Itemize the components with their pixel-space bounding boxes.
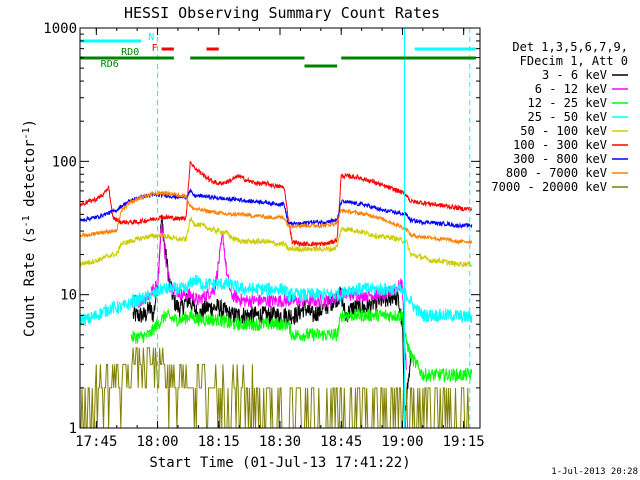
x-tick-label-1: 18:00	[136, 434, 178, 450]
legend-label-1: 6 - 12 keV	[535, 82, 607, 96]
series-trace-5	[80, 160, 473, 248]
y-tick-label-2: 100	[52, 154, 77, 170]
series-trace-2	[130, 308, 473, 384]
reference-lines	[157, 28, 471, 428]
x-axis-label: Start Time (01-Jul-13 17:41:22)	[149, 455, 410, 471]
generation-timestamp: 1-Jul-2013 20:28	[551, 467, 638, 477]
x-tick-label-4: 18:45	[320, 434, 362, 450]
legend-label-2: 12 - 25 keV	[528, 96, 607, 110]
legend-header-0: Det 1,3,5,6,7,9,	[512, 40, 628, 54]
series-layer	[80, 160, 473, 428]
legend-header-1: FDecim 1, Att 0	[520, 54, 628, 68]
legend: Det 1,3,5,6,7,9,FDecim 1, Att 03 - 6 keV…	[491, 40, 628, 194]
y-tick-label-3: 1000	[43, 21, 77, 37]
legend-label-8: 7000 - 20000 keV	[491, 180, 607, 194]
legend-label-7: 800 - 7000 keV	[506, 166, 607, 180]
x-tick-label-5: 19:00	[381, 434, 423, 450]
series-trace-3	[80, 274, 473, 327]
x-tick-label-0: 17:45	[75, 434, 117, 450]
flag-label-3: RD0	[121, 47, 139, 58]
flag-label-2: F	[152, 43, 158, 54]
flag-label-4: RD6	[101, 59, 119, 70]
y-tick-label-0: 1	[69, 421, 77, 437]
x-tick-label-6: 19:15	[443, 434, 485, 450]
plot-frame	[79, 27, 481, 429]
y-axis-label-part3: )	[22, 119, 38, 127]
legend-label-5: 100 - 300 keV	[513, 138, 607, 152]
y-tick-label-1: 10	[60, 288, 77, 304]
y-axis-label-part2: detector	[22, 140, 38, 216]
y-axis-label-sup1: -1	[21, 215, 32, 227]
y-axis-label-sup2: -1	[21, 127, 32, 139]
y-axis-label-part1: Count Rate (s	[22, 227, 38, 337]
x-tick-label-3: 18:30	[259, 434, 301, 450]
y-axis-ticks: 1 10 100 1000	[43, 21, 480, 437]
legend-label-6: 300 - 800 keV	[513, 152, 607, 166]
chart-title: HESSI Observing Summary Count Rates	[124, 4, 440, 22]
series-trace-6	[80, 188, 473, 230]
x-axis-ticks: 17:45 18:00 18:15 18:30 18:45 19:00 19:15	[75, 28, 485, 450]
legend-label-4: 50 - 100 keV	[520, 124, 607, 138]
x-tick-label-2: 18:15	[198, 434, 240, 450]
series-trace-0	[132, 214, 412, 411]
series-trace-4	[80, 216, 473, 268]
y-axis-label: Count Rate (s-1 detector-1)	[21, 119, 38, 337]
flag-label-0: N	[148, 32, 154, 43]
legend-label-0: 3 - 6 keV	[542, 68, 607, 82]
series-trace-8	[80, 347, 472, 428]
series-trace-7	[80, 190, 473, 246]
legend-label-3: 25 - 50 keV	[528, 110, 607, 124]
